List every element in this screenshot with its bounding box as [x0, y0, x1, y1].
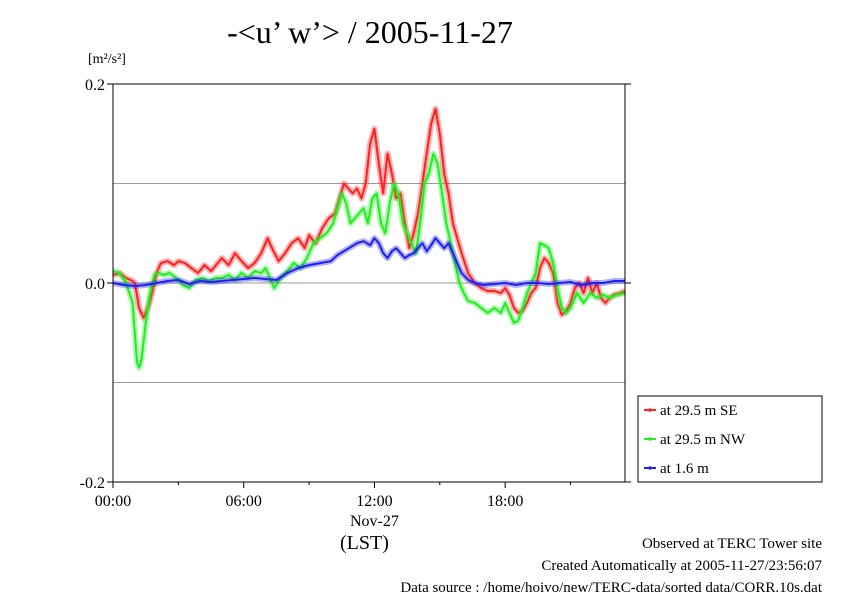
x-tick-label: 00:00 [95, 493, 131, 510]
y-axis-unit-label: [m²/s²] [88, 52, 126, 67]
y-tick-label: 0.0 [85, 276, 105, 293]
legend-label: at 29.5 m SE [660, 403, 738, 419]
x-axis-label: (LST) [340, 532, 389, 554]
legend-marker [648, 437, 652, 441]
legend-label: at 1.6 m [660, 461, 709, 477]
y-tick-label: 0.2 [85, 77, 105, 94]
legend: at 29.5 m SE at 29.5 m NW at 1.6 m [637, 395, 823, 483]
chart-title: -<u’ w’> / 2005-11-27 [227, 14, 513, 50]
series-layer [112, 105, 627, 371]
series-line-2 [112, 237, 625, 287]
series-line-1 [112, 152, 626, 369]
y-tick-label: -0.2 [80, 475, 105, 492]
x-date-label: Nov-27 [350, 513, 399, 530]
legend-label: at 29.5 m NW [660, 432, 746, 448]
legend-marker [648, 408, 652, 412]
x-tick-label: 18:00 [487, 493, 523, 510]
x-tick-label: 06:00 [225, 493, 261, 510]
x-tick-label: 12:00 [356, 493, 392, 510]
axis-ticks: 0.2 0.0 -0.200:00 06:00 12:00 18:00 Nov-27 [80, 77, 631, 530]
footer-created: Created Automatically at 2005-11-27/23:5… [541, 558, 822, 574]
legend-box [637, 395, 823, 483]
footer-source: Data source : /home/hoivo/new/TERC-data/… [400, 580, 822, 596]
legend-marker [648, 466, 652, 470]
footer-site: Observed at TERC Tower site [641, 536, 822, 552]
series-line-0 [112, 107, 626, 319]
